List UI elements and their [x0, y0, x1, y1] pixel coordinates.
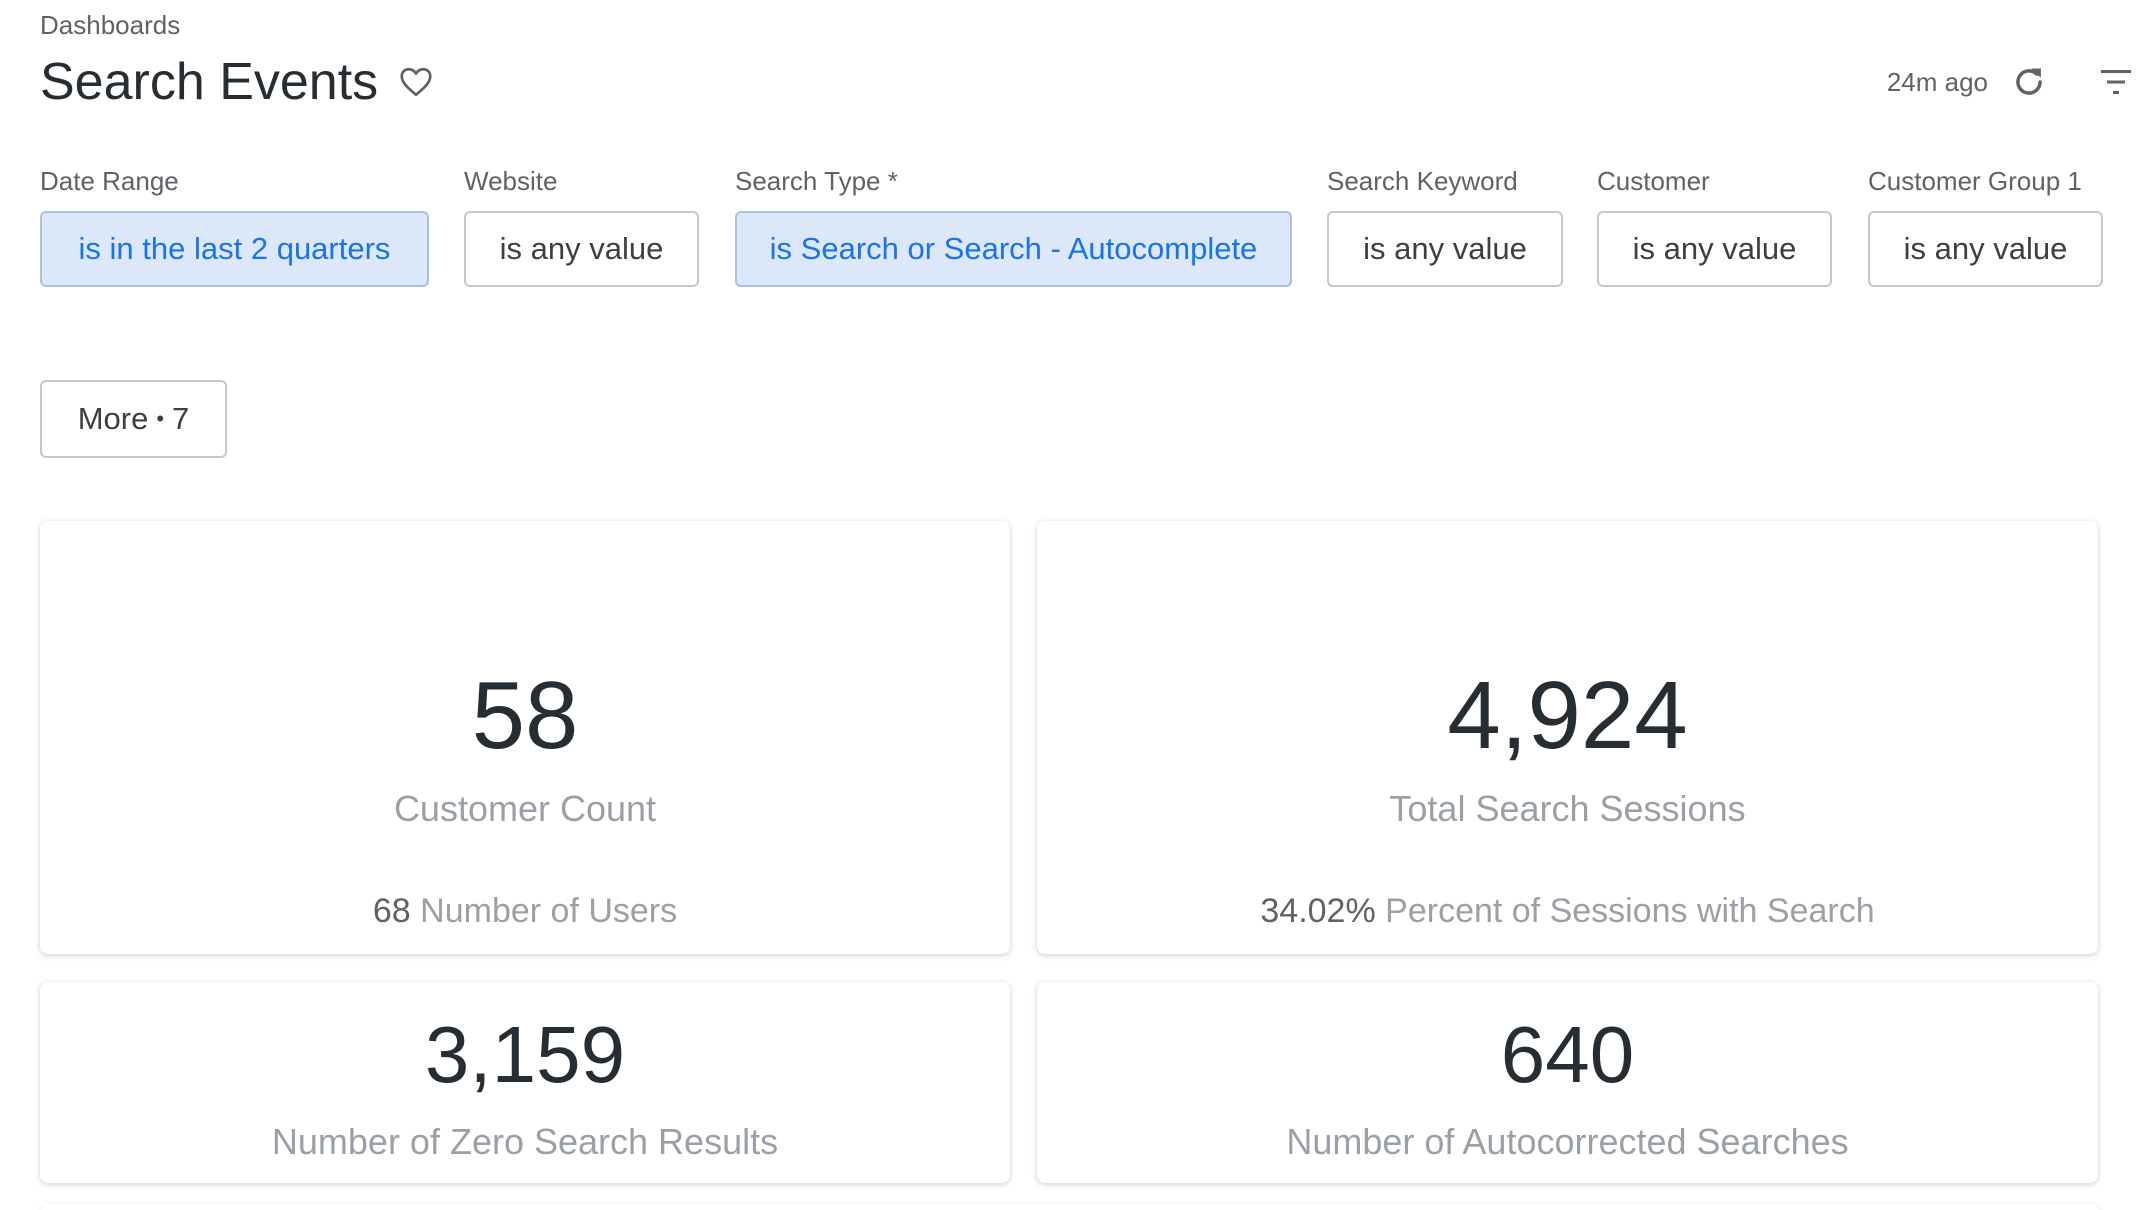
filter-customer: Customer is any value	[1597, 164, 1832, 287]
separator-dot: •	[156, 406, 165, 431]
date-range-filter-button[interactable]: is in the last 2 quarters	[40, 211, 429, 287]
kpi-label: Customer Count	[393, 788, 657, 829]
last-updated-text: 24m ago	[1886, 66, 1988, 97]
customer-group-1-filter-button[interactable]: is any value	[1868, 211, 2103, 287]
kpi-comparison-value: 68	[372, 892, 411, 930]
filter-date-range: Date Range is in the last 2 quarters	[40, 164, 429, 287]
filter-label: Search Keyword	[1327, 166, 1518, 196]
kpi-label: Total Search Sessions	[1389, 788, 1746, 829]
kpi-comparison-label: Number of Users	[420, 892, 678, 930]
kpi-label: Number of Zero Search Results	[271, 1121, 779, 1162]
kpi-card-zero-search-results: 3,159 Number of Zero Search Results	[40, 982, 1010, 1183]
kpi-card-autocorrected-searches: 640 Number of Autocorrected Searches	[1037, 982, 2098, 1183]
search-keyword-filter-button[interactable]: is any value	[1327, 211, 1563, 287]
kpi-value: 58	[471, 662, 579, 769]
filter-label: Search Type *	[735, 166, 898, 196]
refresh-icon[interactable]	[2010, 63, 2048, 101]
customer-filter-button[interactable]: is any value	[1597, 211, 1832, 287]
filter-website: Website is any value	[464, 164, 699, 287]
kpi-label: Number of Autocorrected Searches	[1286, 1121, 1849, 1162]
kpi-comparison: 68 Number of Users	[40, 892, 1010, 931]
breadcrumb[interactable]: Dashboards	[40, 10, 181, 40]
filter-label: Website	[464, 166, 558, 196]
next-card-edge	[40, 1204, 2100, 1210]
website-filter-button[interactable]: is any value	[464, 211, 699, 287]
kpi-comparison-label: Percent of Sessions with Search	[1385, 892, 1875, 930]
more-filters-label: More	[77, 401, 149, 436]
filter-label: Customer	[1597, 166, 1710, 196]
filter-label: Date Range	[40, 166, 179, 196]
filter-customer-group-1: Customer Group 1 is any value	[1868, 164, 2103, 287]
kpi-comparison: 34.02% Percent of Sessions with Search	[1037, 892, 2098, 931]
filter-label: Customer Group 1	[1868, 166, 2082, 196]
more-filters-button[interactable]: More • 7	[40, 380, 227, 458]
more-filters-count: 7	[172, 401, 190, 436]
heart-outline-icon[interactable]	[398, 64, 434, 100]
filter-lines-icon[interactable]	[2098, 64, 2134, 100]
kpi-value: 4,924	[1447, 662, 1688, 769]
search-type-filter-button[interactable]: is Search or Search - Autocomplete	[735, 211, 1292, 287]
kpi-comparison-value: 34.02%	[1260, 892, 1376, 930]
title-row: Search Events	[40, 50, 434, 114]
page-title: Search Events	[40, 53, 379, 111]
kpi-card-total-search-sessions: 4,924 Total Search Sessions 34.02% Perce…	[1037, 521, 2098, 954]
kpi-value: 640	[1500, 1010, 1635, 1099]
dashboard-actions: 24m ago	[1887, 60, 2144, 104]
kpi-value: 3,159	[424, 1010, 626, 1099]
kpi-card-customer-count: 58 Customer Count 68 Number of Users	[40, 521, 1010, 954]
filter-search-keyword: Search Keyword is any value	[1327, 164, 1563, 287]
filter-search-type: Search Type * is Search or Search - Auto…	[735, 164, 1292, 287]
